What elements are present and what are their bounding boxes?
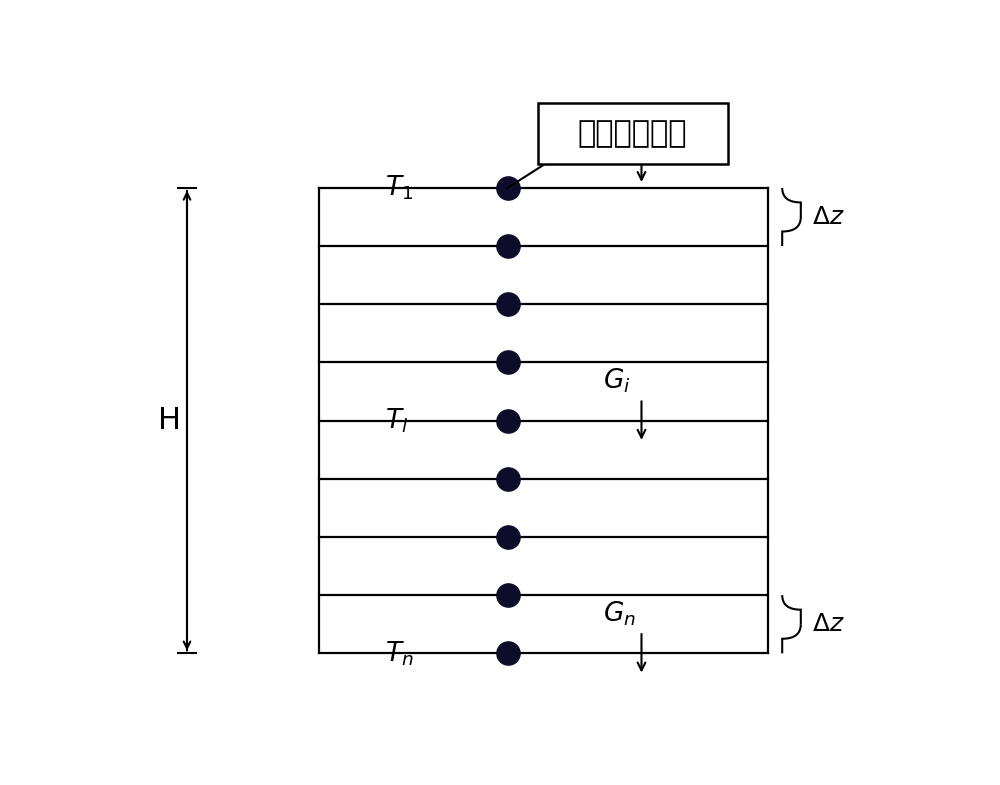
Text: $T_i$: $T_i$: [385, 407, 408, 435]
Point: [500, 181, 516, 194]
Point: [500, 531, 516, 543]
Text: $\Delta z$: $\Delta z$: [812, 612, 845, 636]
Point: [500, 298, 516, 311]
Text: $G_n$: $G_n$: [603, 600, 636, 628]
Point: [500, 414, 516, 427]
Text: $T_n$: $T_n$: [385, 639, 413, 667]
Text: 土壤温湿度计: 土壤温湿度计: [578, 119, 687, 148]
Text: $G_0$: $G_0$: [603, 119, 636, 147]
Text: H: H: [158, 406, 181, 435]
Text: $G_i$: $G_i$: [603, 367, 630, 396]
Point: [500, 239, 516, 252]
Point: [500, 356, 516, 369]
Point: [500, 589, 516, 601]
Text: $T_1$: $T_1$: [385, 173, 413, 203]
Text: $\Delta z$: $\Delta z$: [812, 205, 845, 229]
Point: [500, 647, 516, 659]
Point: [500, 473, 516, 485]
FancyBboxPatch shape: [538, 104, 728, 164]
